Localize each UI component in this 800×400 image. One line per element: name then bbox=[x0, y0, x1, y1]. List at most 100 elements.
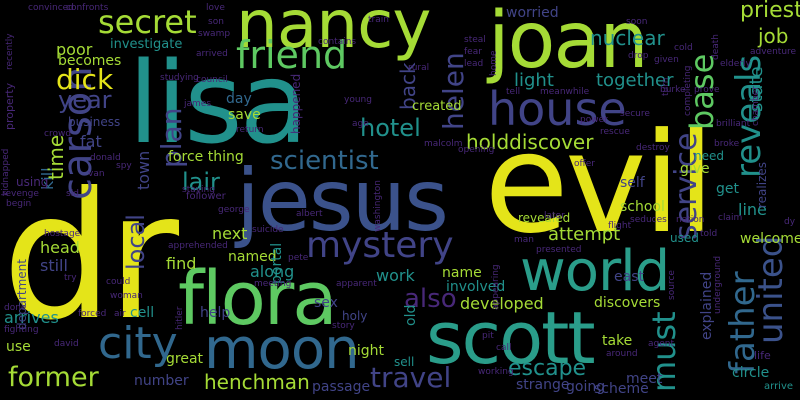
word: world bbox=[520, 239, 670, 304]
word: flight bbox=[608, 221, 632, 231]
word: soon bbox=[626, 17, 648, 27]
word: mystery bbox=[306, 225, 454, 266]
word: nancy bbox=[236, 0, 431, 63]
word: home bbox=[489, 50, 499, 76]
word: meanwhile bbox=[540, 87, 590, 97]
word: strange bbox=[516, 377, 570, 393]
word: involved bbox=[446, 279, 506, 295]
word: chamber bbox=[751, 86, 761, 126]
word: tell bbox=[506, 87, 521, 97]
word: time bbox=[44, 134, 68, 180]
word: seduces bbox=[630, 215, 667, 225]
word: local bbox=[122, 214, 150, 270]
word: number bbox=[134, 373, 189, 389]
word: happened bbox=[289, 73, 303, 134]
word: recently bbox=[5, 33, 15, 70]
word: donald bbox=[90, 153, 121, 163]
word: completing bbox=[683, 65, 693, 116]
word: still bbox=[40, 256, 68, 275]
word: follower bbox=[186, 191, 226, 202]
word: take bbox=[602, 333, 633, 349]
word: brilliant bbox=[716, 119, 751, 129]
word: flora bbox=[178, 256, 338, 342]
word: city bbox=[98, 318, 178, 369]
word: help bbox=[200, 305, 231, 321]
word: property bbox=[3, 82, 16, 130]
word: told bbox=[700, 229, 718, 239]
word: pete bbox=[288, 253, 309, 263]
word: cold bbox=[674, 43, 693, 53]
word: offer bbox=[574, 159, 595, 169]
word: night bbox=[348, 343, 385, 359]
word: becomes bbox=[58, 53, 122, 69]
word: hotel bbox=[360, 114, 421, 142]
word: appearing bbox=[491, 264, 501, 310]
word: try bbox=[64, 273, 77, 283]
word: evil bbox=[484, 103, 715, 264]
word: portal bbox=[269, 242, 285, 284]
word: suicide bbox=[252, 225, 284, 235]
word: welcome bbox=[740, 231, 800, 247]
word: named bbox=[228, 249, 277, 265]
word: self bbox=[620, 175, 645, 191]
word: meet bbox=[626, 371, 663, 387]
word: done bbox=[4, 303, 27, 313]
word: fat bbox=[80, 132, 102, 151]
word: son bbox=[208, 17, 224, 27]
word: day bbox=[226, 91, 252, 107]
word: year bbox=[58, 86, 112, 114]
word: could bbox=[106, 277, 131, 287]
word: life bbox=[754, 349, 771, 362]
word: name bbox=[442, 265, 482, 281]
word: scientist bbox=[270, 146, 379, 176]
word: former bbox=[8, 362, 99, 393]
word: moon bbox=[204, 317, 360, 382]
word: lair bbox=[182, 168, 220, 196]
word: arrives bbox=[4, 308, 59, 327]
word: dick bbox=[56, 63, 114, 96]
word: dr bbox=[2, 156, 179, 359]
word: department bbox=[15, 259, 29, 330]
word: escape bbox=[508, 356, 587, 381]
word: next bbox=[212, 224, 248, 243]
word: contains bbox=[318, 37, 357, 47]
word: love bbox=[206, 3, 225, 13]
word: worried bbox=[506, 5, 559, 21]
word: man bbox=[514, 235, 534, 245]
word: holddiscover bbox=[466, 130, 594, 154]
word: woman bbox=[110, 291, 143, 301]
word: lead bbox=[464, 59, 484, 69]
word: lisa bbox=[128, 39, 308, 169]
word: joan bbox=[488, 0, 649, 86]
word: jesus bbox=[236, 151, 449, 251]
word: convinced bbox=[28, 3, 74, 13]
word: fighting bbox=[4, 325, 39, 335]
word: sex bbox=[314, 295, 338, 311]
word: east bbox=[614, 269, 644, 285]
word: arrive bbox=[764, 381, 794, 392]
word: circle bbox=[732, 365, 770, 381]
word: cell bbox=[130, 305, 155, 321]
word: house bbox=[488, 82, 627, 136]
word: david bbox=[54, 339, 79, 349]
word: save bbox=[228, 107, 261, 123]
word: given bbox=[654, 55, 679, 65]
word: holy bbox=[342, 309, 368, 323]
word: apprehended bbox=[168, 241, 228, 251]
word: presented bbox=[536, 245, 582, 255]
word: great bbox=[166, 351, 204, 367]
word: use bbox=[6, 339, 31, 355]
word: later bbox=[544, 211, 565, 221]
word: work bbox=[376, 266, 415, 285]
word: forced bbox=[78, 309, 107, 319]
word: henchman bbox=[204, 370, 310, 394]
word: scheme bbox=[594, 381, 649, 397]
word: nuclear bbox=[590, 26, 665, 50]
word: created bbox=[412, 99, 462, 114]
word: rural bbox=[408, 63, 430, 73]
word: sid bbox=[66, 189, 79, 199]
word: friend bbox=[236, 33, 348, 77]
word: prove bbox=[694, 85, 720, 95]
word: scott bbox=[426, 296, 596, 380]
